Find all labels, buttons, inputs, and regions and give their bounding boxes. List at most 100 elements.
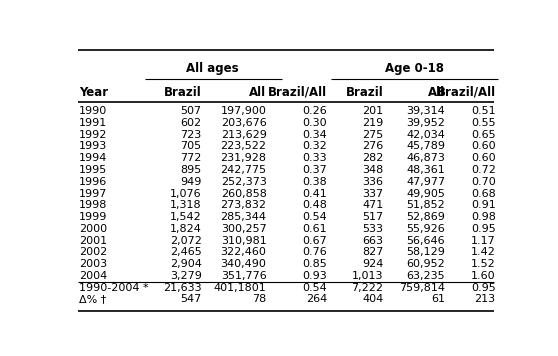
Text: Δ% †: Δ% † (79, 294, 107, 304)
Text: 0.95: 0.95 (471, 224, 496, 234)
Text: 213,629: 213,629 (220, 130, 267, 140)
Text: All ages: All ages (186, 62, 239, 75)
Text: 0.72: 0.72 (471, 165, 496, 175)
Text: 39,952: 39,952 (406, 118, 445, 128)
Text: 663: 663 (362, 236, 383, 246)
Text: 58,129: 58,129 (406, 247, 445, 257)
Text: 282: 282 (362, 153, 383, 163)
Text: 0.41: 0.41 (302, 189, 327, 199)
Text: 0.98: 0.98 (471, 212, 496, 222)
Text: 1999: 1999 (79, 212, 108, 222)
Text: 51,852: 51,852 (406, 200, 445, 210)
Text: 1.52: 1.52 (471, 259, 496, 269)
Text: 275: 275 (362, 130, 383, 140)
Text: 203,676: 203,676 (221, 118, 267, 128)
Text: 0.26: 0.26 (302, 106, 327, 116)
Text: 0.37: 0.37 (302, 165, 327, 175)
Text: 1994: 1994 (79, 153, 108, 163)
Text: 949: 949 (180, 177, 201, 187)
Text: 705: 705 (181, 141, 201, 151)
Text: 0.68: 0.68 (471, 189, 496, 199)
Text: 0.38: 0.38 (302, 177, 327, 187)
Text: 0.65: 0.65 (471, 130, 496, 140)
Text: 56,646: 56,646 (406, 236, 445, 246)
Text: 285,344: 285,344 (220, 212, 267, 222)
Text: 348: 348 (362, 165, 383, 175)
Text: Brazil: Brazil (164, 85, 201, 99)
Text: 1.42: 1.42 (471, 247, 496, 257)
Text: 52,869: 52,869 (406, 212, 445, 222)
Text: 242,775: 242,775 (220, 165, 267, 175)
Text: 401,1801: 401,1801 (214, 283, 267, 293)
Text: 404: 404 (362, 294, 383, 304)
Text: 45,789: 45,789 (406, 141, 445, 151)
Text: 471: 471 (362, 200, 383, 210)
Text: 264: 264 (306, 294, 327, 304)
Text: 300,257: 300,257 (221, 224, 267, 234)
Text: 1996: 1996 (79, 177, 108, 187)
Text: 1,542: 1,542 (170, 212, 201, 222)
Text: Age 0-18: Age 0-18 (385, 62, 444, 75)
Text: 310,981: 310,981 (221, 236, 267, 246)
Text: 322,460: 322,460 (220, 247, 267, 257)
Text: 0.60: 0.60 (471, 153, 496, 163)
Text: 219: 219 (362, 118, 383, 128)
Text: Brazil/All: Brazil/All (436, 85, 496, 99)
Text: 1990-2004 *: 1990-2004 * (79, 283, 149, 293)
Text: 2004: 2004 (79, 271, 108, 281)
Text: 1,013: 1,013 (352, 271, 383, 281)
Text: 0.70: 0.70 (471, 177, 496, 187)
Text: 1990: 1990 (79, 106, 108, 116)
Text: 2000: 2000 (79, 224, 107, 234)
Text: 1,076: 1,076 (170, 189, 201, 199)
Text: 0.48: 0.48 (302, 200, 327, 210)
Text: 0.32: 0.32 (302, 141, 327, 151)
Text: 2003: 2003 (79, 259, 107, 269)
Text: 0.54: 0.54 (302, 283, 327, 293)
Text: 0.33: 0.33 (302, 153, 327, 163)
Text: 723: 723 (180, 130, 201, 140)
Text: 61: 61 (431, 294, 445, 304)
Text: 276: 276 (362, 141, 383, 151)
Text: 0.60: 0.60 (471, 141, 496, 151)
Text: 63,235: 63,235 (406, 271, 445, 281)
Text: 60,952: 60,952 (406, 259, 445, 269)
Text: 507: 507 (181, 106, 201, 116)
Text: 7,222: 7,222 (352, 283, 383, 293)
Text: 47,977: 47,977 (406, 177, 445, 187)
Text: 197,900: 197,900 (220, 106, 267, 116)
Text: All: All (249, 85, 267, 99)
Text: 2,072: 2,072 (170, 236, 201, 246)
Text: 602: 602 (181, 118, 201, 128)
Text: 759,814: 759,814 (399, 283, 445, 293)
Text: 260,858: 260,858 (220, 189, 267, 199)
Text: 0.91: 0.91 (471, 200, 496, 210)
Text: 1991: 1991 (79, 118, 108, 128)
Text: 2,904: 2,904 (170, 259, 201, 269)
Text: 351,776: 351,776 (221, 271, 267, 281)
Text: 201: 201 (362, 106, 383, 116)
Text: 48,361: 48,361 (406, 165, 445, 175)
Text: 337: 337 (362, 189, 383, 199)
Text: 895: 895 (180, 165, 201, 175)
Text: 0.76: 0.76 (302, 247, 327, 257)
Text: 49,905: 49,905 (406, 189, 445, 199)
Text: 21,633: 21,633 (163, 283, 201, 293)
Text: 827: 827 (362, 247, 383, 257)
Text: 55,926: 55,926 (406, 224, 445, 234)
Text: 39,314: 39,314 (406, 106, 445, 116)
Text: 46,873: 46,873 (406, 153, 445, 163)
Text: 252,373: 252,373 (220, 177, 267, 187)
Text: 2001: 2001 (79, 236, 107, 246)
Text: 0.85: 0.85 (302, 259, 327, 269)
Text: 1,824: 1,824 (170, 224, 201, 234)
Text: 517: 517 (362, 212, 383, 222)
Text: 3,279: 3,279 (170, 271, 201, 281)
Text: 1998: 1998 (79, 200, 108, 210)
Text: 2,465: 2,465 (170, 247, 201, 257)
Text: 1993: 1993 (79, 141, 108, 151)
Text: 0.55: 0.55 (471, 118, 496, 128)
Text: 0.61: 0.61 (302, 224, 327, 234)
Text: 1995: 1995 (79, 165, 108, 175)
Text: 42,034: 42,034 (406, 130, 445, 140)
